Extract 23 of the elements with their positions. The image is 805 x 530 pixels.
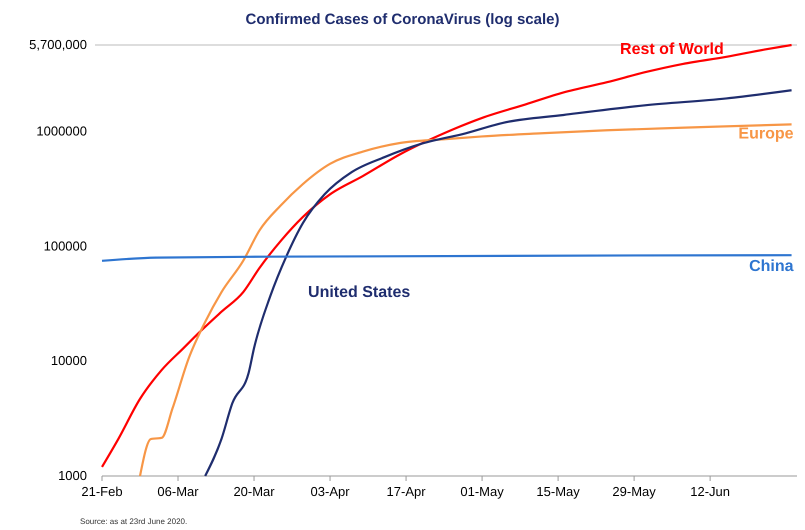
- line-series: [100, 44, 793, 468]
- series-label: United States: [308, 284, 410, 302]
- y-tick-label: 5,700,000: [29, 37, 87, 52]
- line-series: [138, 123, 793, 478]
- chart-title: Confirmed Cases of CoronaVirus (log scale): [246, 11, 560, 28]
- x-tick-label: 06-Mar: [157, 484, 200, 499]
- source-note: Source: as at 23rd June 2020.: [80, 517, 188, 526]
- y-tick-label: 1000000: [36, 124, 87, 139]
- x-tick-label: 21-Feb: [81, 484, 123, 499]
- x-tick-label: 03-Apr: [310, 484, 350, 499]
- y-tick-label: 1000: [58, 468, 87, 483]
- x-tick-label: 20-Mar: [233, 484, 276, 499]
- x-tick-label: 01-May: [460, 484, 504, 499]
- x-tick-label: 29-May: [612, 484, 656, 499]
- series-label: Europe: [738, 125, 794, 142]
- x-tick-label: 17-Apr: [386, 484, 426, 499]
- series-label: Rest of World: [620, 40, 724, 58]
- y-tick-label: 10000: [50, 353, 87, 368]
- x-tick-label: 12-Jun: [690, 484, 730, 499]
- x-tick-label: 15-May: [536, 484, 580, 499]
- series-label: China: [749, 258, 794, 276]
- y-tick-label: 100000: [44, 238, 87, 254]
- line-series: [204, 89, 793, 478]
